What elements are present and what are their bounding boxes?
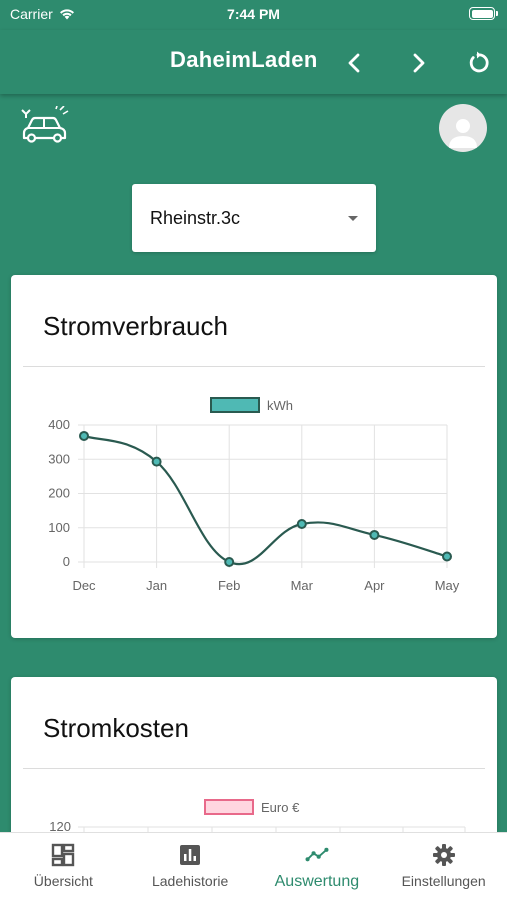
legend-swatch: [210, 397, 260, 413]
status-time: 7:44 PM: [227, 6, 280, 22]
y-tick-label: 300: [48, 451, 70, 466]
data-point: [296, 518, 307, 529]
location-select[interactable]: Rheinstr.3c: [132, 184, 376, 252]
data-point: [151, 456, 162, 467]
nav-item-auswertung[interactable]: Auswertung: [254, 833, 381, 900]
x-tick-label: Mar: [291, 578, 314, 593]
dashboard-icon: [52, 843, 75, 867]
location-select-value: Rheinstr.3c: [150, 208, 241, 228]
y-tick-label: 200: [48, 486, 70, 501]
x-tick-label: Jan: [146, 578, 167, 593]
dropdown-arrow-icon: [348, 216, 358, 221]
chevron-left-icon: [348, 53, 360, 73]
x-tick-label: May: [435, 578, 460, 593]
nav-item-einstellungen[interactable]: Einstellungen: [380, 833, 507, 900]
card-divider: [23, 366, 485, 367]
legend-swatch: [204, 799, 254, 815]
app-bar: DaheimLaden: [0, 30, 507, 94]
y-tick-label: 120: [49, 819, 71, 834]
chevron-right-icon: [413, 53, 425, 73]
data-point: [224, 557, 235, 567]
consumption-card-title: Stromverbrauch: [43, 311, 228, 341]
app-title: DaheimLaden: [170, 47, 318, 72]
nav-item-label: Übersicht: [33, 873, 93, 889]
person-icon: [449, 119, 477, 148]
status-bar: Carrier 7:44 PM: [0, 0, 507, 30]
nav-item-ladehistorie[interactable]: Ladehistorie: [127, 833, 254, 900]
consumption-card: Stromverbrauch 0 100 200 300 400 Dec Jan Feb Mar…: [11, 275, 497, 638]
refresh-button[interactable]: [461, 46, 495, 80]
card-divider: [23, 768, 485, 769]
nav-item-label: Auswertung: [274, 873, 360, 890]
y-tick-label: 0: [63, 554, 70, 569]
cost-card: Stromkosten Euro € 120: [11, 677, 497, 837]
consumption-line-chart: 0 100 200 300 400 Dec Jan Feb Mar Apr May kWh: [48, 397, 460, 593]
wifi-icon: [59, 9, 74, 20]
previous-button[interactable]: [337, 46, 371, 80]
ev-charging-car-icon: [21, 106, 69, 143]
refresh-icon: [469, 51, 489, 73]
data-point: [369, 529, 380, 540]
y-tick-label: 100: [48, 520, 70, 535]
battery-icon: [469, 7, 498, 20]
legend-label: Euro €: [261, 800, 300, 815]
nav-item-label: Ladehistorie: [151, 873, 229, 889]
carrier-label: Carrier: [10, 6, 53, 22]
x-tick-label: Feb: [218, 578, 240, 593]
bottom-navigation: Übersicht Ladehistorie Auswertung: [0, 832, 507, 900]
series-line-kwh: [83, 434, 448, 566]
x-tick-label: Apr: [364, 578, 385, 593]
bar-chart-icon: [180, 845, 201, 865]
data-point: [79, 430, 89, 441]
data-point: [442, 551, 452, 562]
x-tick-label: Dec: [72, 578, 96, 593]
gear-icon: [432, 844, 455, 866]
trending-line-icon: [305, 847, 329, 862]
cost-card-title: Stromkosten: [43, 713, 189, 743]
nav-item-uebersicht[interactable]: Übersicht: [0, 833, 127, 900]
nav-item-label: Einstellungen: [401, 873, 486, 889]
y-tick-label: 400: [48, 417, 70, 432]
legend-label: kWh: [267, 398, 293, 413]
next-button[interactable]: [402, 46, 436, 80]
header-strip: [0, 94, 507, 164]
carrier-indicator: Carrier: [10, 6, 75, 22]
cost-line-chart: Euro € 120: [49, 799, 466, 837]
user-avatar-button[interactable]: [439, 104, 487, 152]
